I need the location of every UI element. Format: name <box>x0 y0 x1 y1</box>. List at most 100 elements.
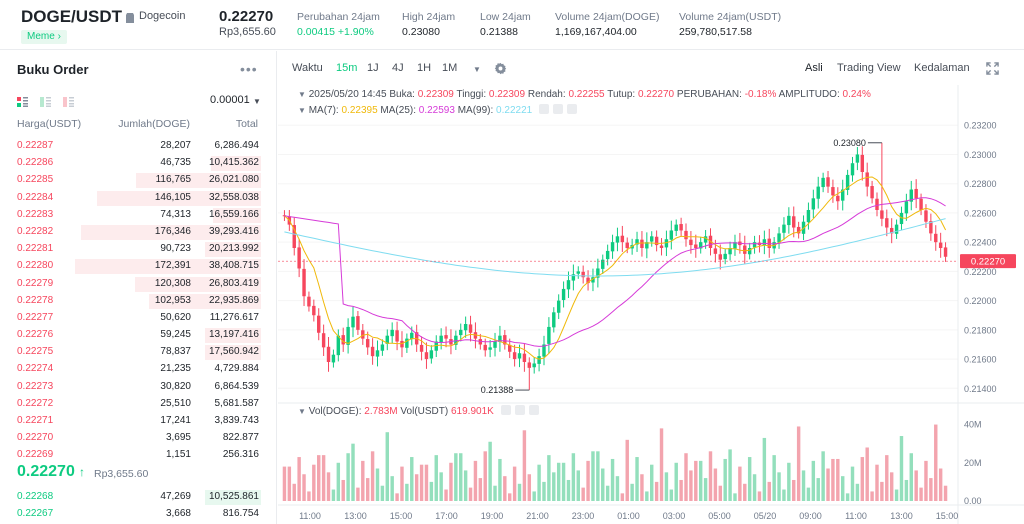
candle-body <box>596 268 600 278</box>
coin-name[interactable]: Dogecoin <box>139 10 186 22</box>
candle-body <box>816 186 820 199</box>
close-icon[interactable] <box>566 104 577 114</box>
candle-body <box>375 350 380 357</box>
price-tick-label: 0.23000 <box>964 150 997 160</box>
book-asks-icon[interactable] <box>63 97 74 107</box>
ask-row[interactable]: 0.22277 50,620 11,276.617 <box>0 310 277 327</box>
category-tag[interactable]: Meme › <box>21 30 67 44</box>
candle-body <box>787 215 791 226</box>
arrow-up-icon: ↑ <box>79 465 85 479</box>
ask-row[interactable]: 0.22270 3,695 822.877 <box>0 430 277 447</box>
chevron-down-icon[interactable]: ▼ <box>253 97 261 106</box>
candle-body <box>591 277 595 283</box>
candle-body <box>865 172 869 187</box>
legend-close: 0.22270 <box>637 89 675 100</box>
volume-bar <box>459 453 463 501</box>
ask-row[interactable]: 0.22280 172,391 38,408.715 <box>0 258 277 275</box>
settings-icon[interactable] <box>514 405 525 415</box>
candle-body <box>522 353 527 362</box>
category-tag-label: Meme <box>27 31 55 42</box>
price-cell: 0.22267 <box>17 508 54 520</box>
volume-bar <box>865 447 869 501</box>
volume-bar <box>615 476 620 501</box>
candle-body <box>517 353 522 359</box>
candle-body <box>351 316 355 328</box>
col-total-header: Total <box>235 118 258 130</box>
ask-row[interactable]: 0.22276 59,245 13,197.416 <box>0 327 277 344</box>
ask-row[interactable]: 0.22269 1,151 256.316 <box>0 447 277 464</box>
interval-15m[interactable]: 15m <box>336 62 358 74</box>
ask-row[interactable]: 0.22284 146,105 32,558.038 <box>0 190 277 207</box>
volume-bar <box>645 491 649 501</box>
volume-bar <box>880 481 884 501</box>
total-cell: 10,525.861 <box>208 491 259 502</box>
candle-body <box>556 300 561 313</box>
candle-body <box>840 189 845 201</box>
interval-1j[interactable]: 1J <box>367 62 379 74</box>
kline-chart[interactable]: 0.23200 0.23000 0.22800 0.22600 0.22400 0.222… <box>278 85 1024 524</box>
interval-1h[interactable]: 1H <box>417 62 432 74</box>
ask-row[interactable]: 0.22274 21,235 4,729.884 <box>0 361 277 378</box>
bid-row[interactable]: 0.22268 47,269 10,525.861 <box>0 489 277 506</box>
candle-body <box>806 210 811 223</box>
interval-4j[interactable]: 4J <box>392 62 404 74</box>
fullscreen-icon[interactable] <box>986 62 999 75</box>
candle-body <box>312 305 316 316</box>
ma25-line <box>284 197 946 347</box>
pair-title[interactable]: DOGE/USDT <box>21 7 123 26</box>
candle-body <box>620 235 625 243</box>
candle-body <box>405 338 409 348</box>
volume-bar <box>439 472 443 501</box>
candle-body <box>302 268 306 297</box>
volume-bar <box>375 468 380 501</box>
ask-row[interactable]: 0.22272 25,510 5,681.587 <box>0 396 277 413</box>
book-bids-icon[interactable] <box>40 97 51 107</box>
ask-row[interactable]: 0.22273 30,820 6,864.539 <box>0 379 277 396</box>
ask-row[interactable]: 0.22275 78,837 17,560.942 <box>0 344 277 361</box>
settings-gear-icon[interactable] <box>494 62 507 75</box>
view-depth[interactable]: Kedalaman <box>914 62 970 74</box>
ask-row[interactable]: 0.22281 90,723 20,213.992 <box>0 241 277 258</box>
volume-bar <box>831 458 835 501</box>
price-cell: 0.22285 <box>17 174 54 186</box>
ask-row[interactable]: 0.22282 176,346 39,293.416 <box>0 224 277 241</box>
volume-bar <box>796 426 801 501</box>
time-label[interactable]: Waktu <box>292 62 323 74</box>
interval-dropdown-icon[interactable]: ▼ <box>473 65 481 74</box>
legend-change-label: PERUBAHAN: <box>676 89 742 100</box>
candle-body <box>356 316 360 330</box>
time-tick-label: 11:00 <box>299 511 321 521</box>
volume-bar <box>762 437 767 501</box>
total-cell: 13,197.416 <box>208 329 259 341</box>
close-icon[interactable] <box>528 405 539 415</box>
amount-cell: 46,735 <box>160 157 191 169</box>
ask-row[interactable]: 0.22285 116,765 26,021.080 <box>0 172 277 189</box>
eye-icon[interactable] <box>538 104 549 114</box>
price-cell: 0.22277 <box>17 311 54 323</box>
precision-select[interactable]: 0.00001 <box>210 94 250 106</box>
candle-body <box>752 242 757 248</box>
interval-1m[interactable]: 1M <box>442 62 458 74</box>
eye-icon[interactable] <box>500 405 511 415</box>
ask-row[interactable]: 0.22279 120,308 26,803.419 <box>0 276 277 293</box>
candle-body <box>395 330 399 342</box>
volume-bar <box>576 470 580 501</box>
more-options-icon[interactable]: ••• <box>240 61 258 77</box>
view-tradingview[interactable]: Trading View <box>837 62 901 74</box>
ask-row[interactable]: 0.22286 46,735 10,415.362 <box>0 155 277 172</box>
ask-row[interactable]: 0.22283 74,313 16,559.166 <box>0 207 277 224</box>
volume-bar <box>659 428 664 501</box>
book-both-icon[interactable] <box>17 97 28 107</box>
volume-bar <box>498 458 502 501</box>
volume-bar <box>581 487 585 501</box>
ask-row[interactable]: 0.22278 102,953 22,935.869 <box>0 293 277 310</box>
coin-info-icon[interactable] <box>124 12 136 24</box>
bid-row[interactable]: 0.22267 3,668 816.754 <box>0 506 277 523</box>
volume-bar <box>341 479 345 501</box>
ask-row[interactable]: 0.22271 17,241 3,839.743 <box>0 413 277 430</box>
volume-bar <box>302 474 306 501</box>
settings-icon[interactable] <box>552 104 563 114</box>
time-tick-label: 19:00 <box>481 511 504 521</box>
view-original[interactable]: Asli <box>805 62 823 74</box>
ask-row[interactable]: 0.22287 28,207 6,286.494 <box>0 138 277 155</box>
